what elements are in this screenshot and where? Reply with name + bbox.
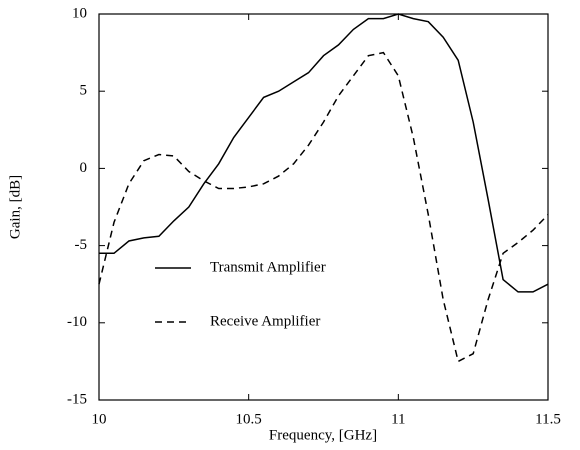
y-axis-label: Gain, [dB] <box>7 175 23 239</box>
series-line <box>98 51 549 363</box>
plot-frame <box>98 13 549 401</box>
x-tick-label: 11.5 <box>535 411 561 427</box>
y-tick-label: 0 <box>80 160 88 176</box>
legend-label: Transmit Amplifier <box>210 259 326 275</box>
y-tick-label: -15 <box>67 391 87 407</box>
y-tick-label: 10 <box>72 5 87 21</box>
x-tick-label: 10 <box>92 411 107 427</box>
legend-label: Receive Amplifier <box>210 313 320 329</box>
x-tick-label: 10.5 <box>236 411 262 427</box>
series-line <box>99 13 549 293</box>
x-tick-label: 11 <box>391 411 405 427</box>
y-tick-label: -5 <box>75 237 88 253</box>
x-axis-label: Frequency, [GHz] <box>269 427 377 443</box>
y-tick-label: 5 <box>80 83 88 99</box>
y-tick-label: -10 <box>67 314 87 330</box>
